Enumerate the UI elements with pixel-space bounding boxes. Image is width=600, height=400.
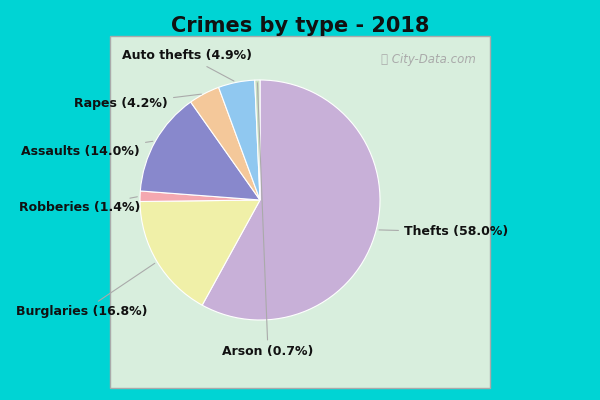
Text: Rapes (4.2%): Rapes (4.2%): [74, 94, 202, 110]
Bar: [110, 36, 490, 388]
Wedge shape: [140, 191, 260, 202]
Wedge shape: [218, 80, 260, 200]
Wedge shape: [140, 102, 260, 200]
Text: Burglaries (16.8%): Burglaries (16.8%): [17, 263, 155, 318]
Text: Assaults (14.0%): Assaults (14.0%): [21, 141, 153, 158]
Text: ⓘ City-Data.com: ⓘ City-Data.com: [380, 54, 475, 66]
Text: Crimes by type - 2018: Crimes by type - 2018: [171, 16, 429, 36]
Text: Auto thefts (4.9%): Auto thefts (4.9%): [122, 50, 252, 81]
Wedge shape: [191, 87, 260, 200]
Text: Thefts (58.0%): Thefts (58.0%): [379, 226, 508, 238]
Wedge shape: [202, 80, 380, 320]
Wedge shape: [140, 200, 260, 305]
Wedge shape: [255, 80, 260, 200]
Text: Robberies (1.4%): Robberies (1.4%): [19, 197, 140, 214]
Text: Arson (0.7%): Arson (0.7%): [223, 83, 314, 358]
